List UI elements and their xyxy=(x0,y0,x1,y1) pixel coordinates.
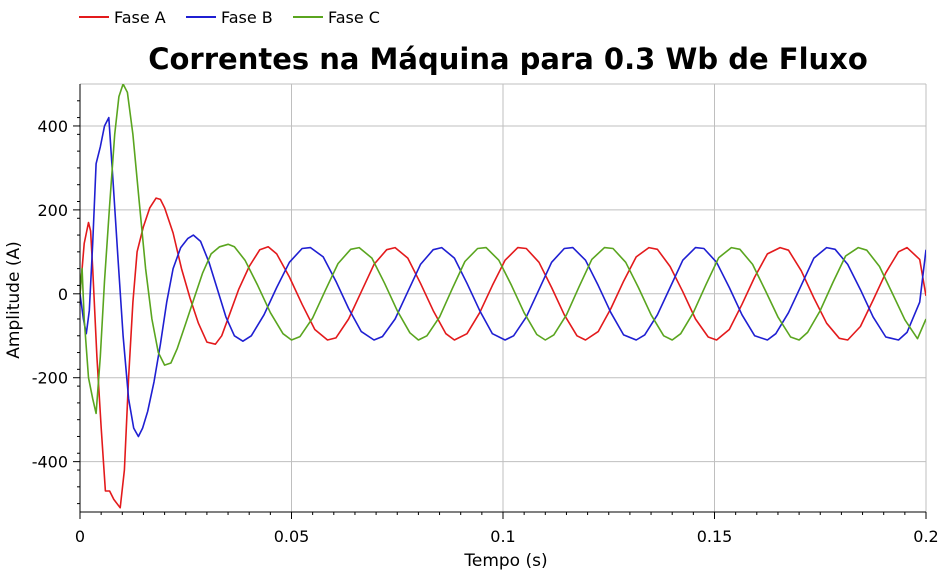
y-tick-label: -400 xyxy=(32,453,68,472)
legend-item-fase-c: Fase C xyxy=(293,8,380,27)
x-tick-label: 0.05 xyxy=(274,527,310,546)
y-tick-label: 400 xyxy=(37,117,68,136)
legend-label: Fase B xyxy=(221,8,273,27)
series-line-fase-a xyxy=(80,197,926,509)
y-tick-label: 0 xyxy=(58,285,68,304)
series-line-fase-c xyxy=(80,84,926,415)
legend-item-fase-a: Fase A xyxy=(79,8,166,27)
y-tick-label: -200 xyxy=(32,369,68,388)
plot-area xyxy=(80,84,926,509)
y-tick-label: 200 xyxy=(37,201,68,220)
x-tick-label: 0.15 xyxy=(697,527,733,546)
x-tick-label: 0.2 xyxy=(913,527,938,546)
ticks: 0 0.05 0.1 0.15 0.2 -400 -200 0 200 400 xyxy=(32,100,939,546)
y-axis-title: Amplitude (A) xyxy=(4,241,24,358)
legend: Fase A Fase B Fase C xyxy=(79,8,380,27)
x-axis-title: Tempo (s) xyxy=(463,551,547,571)
x-tick-label: 0 xyxy=(75,527,85,546)
chart-title: Correntes na Máquina para 0.3 Wb de Flux… xyxy=(148,42,868,76)
legend-label: Fase A xyxy=(114,8,166,27)
series-group xyxy=(80,84,926,509)
grid xyxy=(80,83,927,512)
legend-label: Fase C xyxy=(328,8,380,27)
x-tick-label: 0.1 xyxy=(490,527,515,546)
legend-item-fase-b: Fase B xyxy=(186,8,273,27)
series-line-fase-b xyxy=(80,116,926,438)
